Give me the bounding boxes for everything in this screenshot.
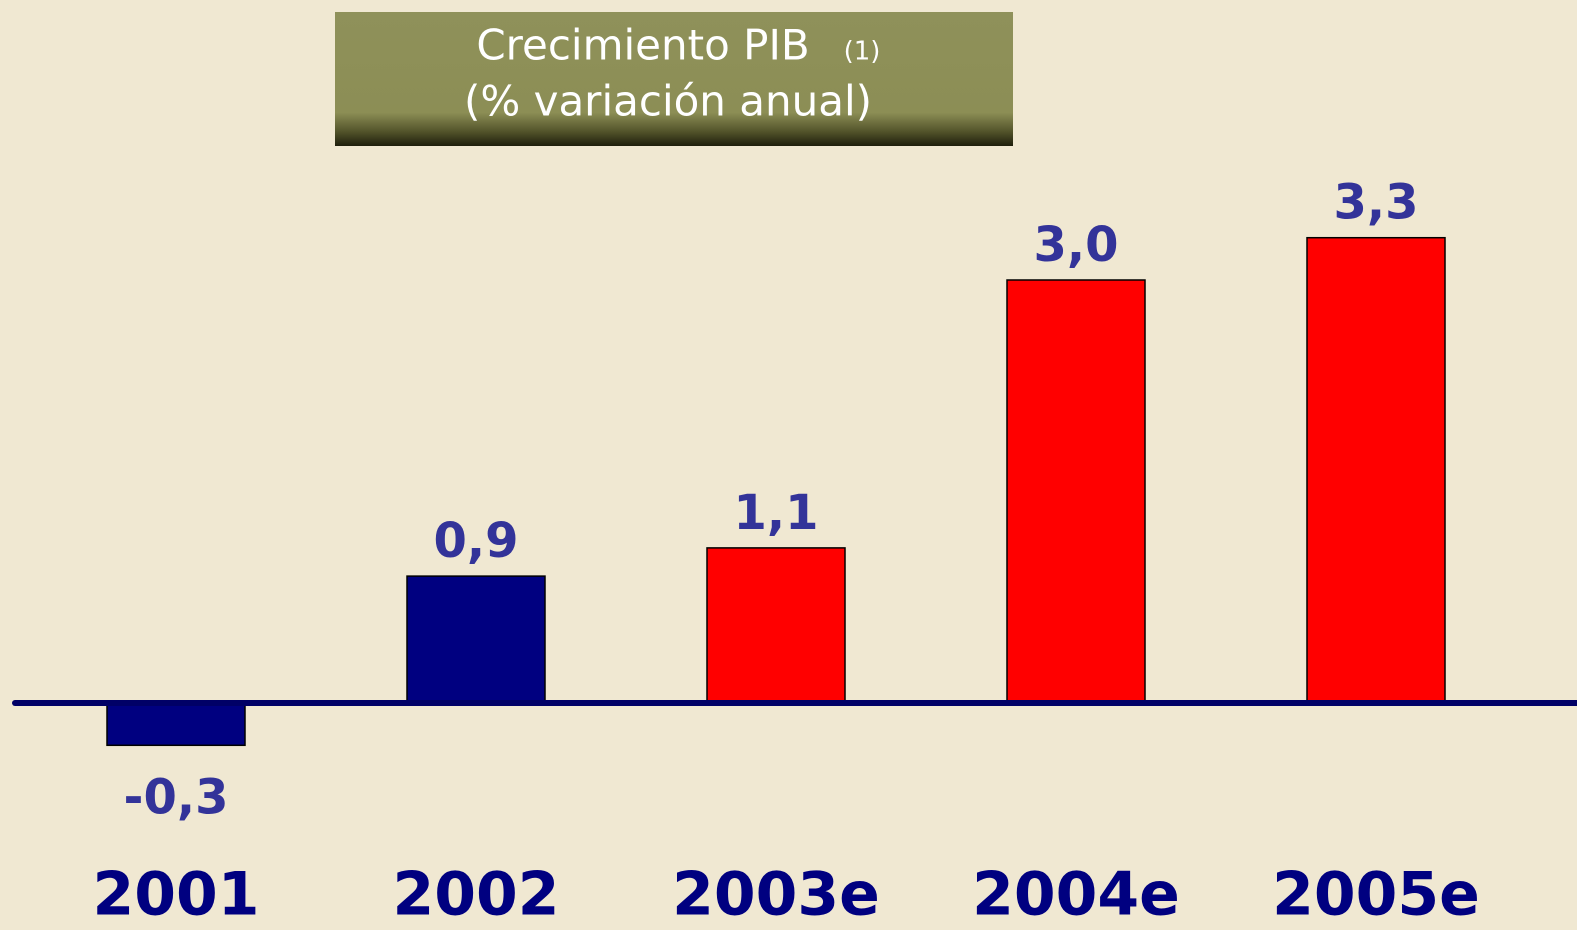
bar [706, 547, 846, 704]
x-tick-label: 2002 [393, 860, 560, 930]
value-label: -0,3 [124, 769, 229, 825]
title-box [335, 12, 1013, 146]
x-tick-label: 2001 [93, 860, 260, 930]
bar [406, 575, 546, 704]
value-label: 0,9 [433, 513, 518, 569]
bar [106, 702, 246, 747]
value-label: 3,0 [1033, 217, 1118, 273]
bar [1006, 279, 1146, 704]
bar [1306, 236, 1446, 704]
chart-title: Crecimiento PIB [476, 21, 809, 70]
x-tick-label: 2005e [1272, 860, 1480, 930]
value-label: 3,3 [1333, 175, 1418, 231]
value-label: 1,1 [733, 485, 818, 541]
title-note: (1) [844, 37, 881, 67]
x-tick-label: 2004e [972, 860, 1180, 930]
chart-subtitle: (% variación anual) [464, 77, 872, 126]
x-tick-label: 2003e [672, 860, 880, 930]
